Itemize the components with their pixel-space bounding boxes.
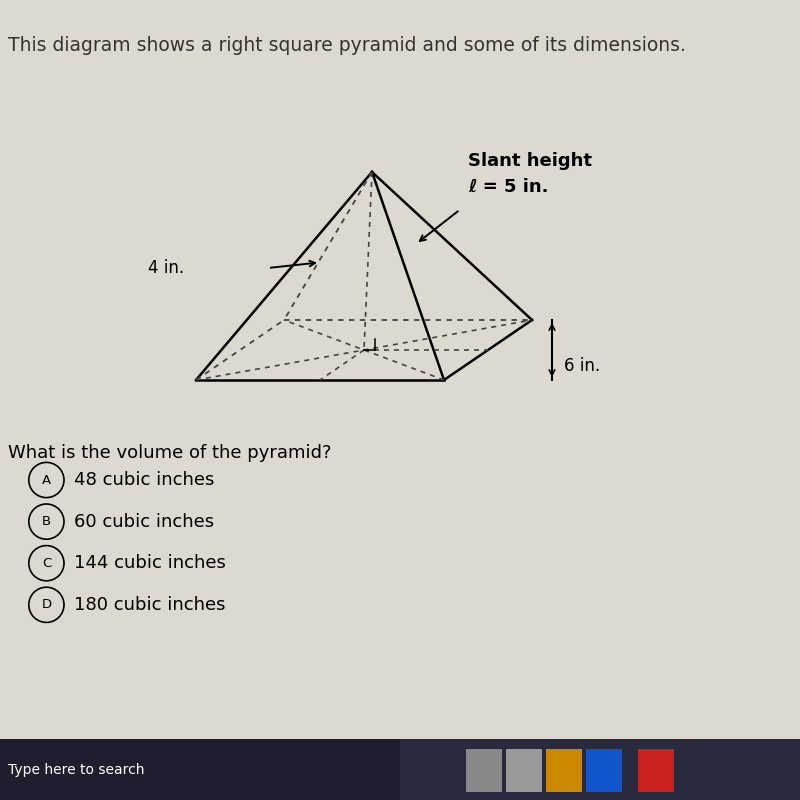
- Text: 60 cubic inches: 60 cubic inches: [74, 513, 214, 530]
- Bar: [638, 749, 674, 792]
- Text: Slant height: Slant height: [468, 152, 592, 170]
- Text: What is the volume of the pyramid?: What is the volume of the pyramid?: [8, 444, 331, 462]
- Text: This diagram shows a right square pyramid and some of its dimensions.: This diagram shows a right square pyrami…: [8, 36, 686, 55]
- Bar: [586, 749, 622, 792]
- Bar: [506, 749, 542, 792]
- Text: D: D: [42, 598, 51, 611]
- Text: ℓ = 5 in.: ℓ = 5 in.: [468, 178, 549, 196]
- Bar: [546, 749, 582, 792]
- Text: 6 in.: 6 in.: [564, 357, 600, 375]
- Text: 180 cubic inches: 180 cubic inches: [74, 596, 225, 614]
- Text: 4 in.: 4 in.: [148, 259, 184, 277]
- Bar: [466, 749, 502, 792]
- Text: 144 cubic inches: 144 cubic inches: [74, 554, 226, 572]
- Text: C: C: [42, 557, 51, 570]
- Text: A: A: [42, 474, 51, 486]
- Bar: [400, 739, 800, 800]
- Text: Type here to search: Type here to search: [8, 762, 145, 777]
- Text: 48 cubic inches: 48 cubic inches: [74, 471, 214, 489]
- Bar: [0, 739, 800, 800]
- Text: B: B: [42, 515, 51, 528]
